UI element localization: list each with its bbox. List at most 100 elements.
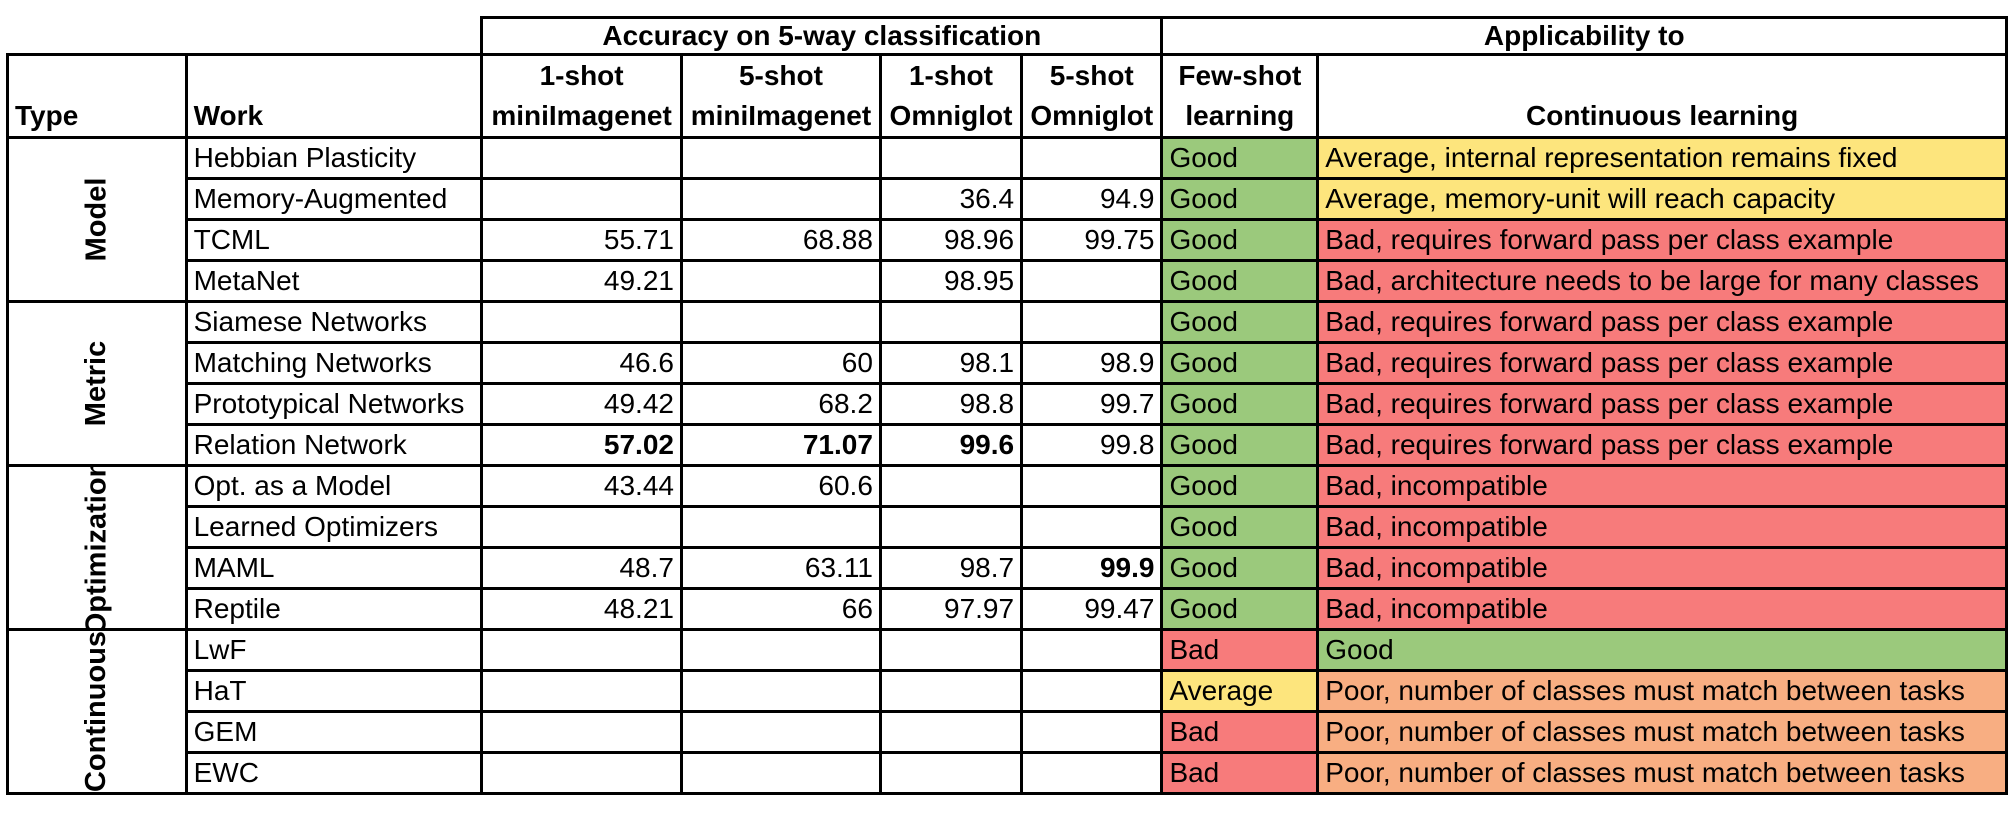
table-row: Memory-Augmented 36.4 94.9 Good Average, mem… [8,177,2008,221]
work-cell: LwF [184,628,484,672]
comparison-table: Accuracy on 5-way classification Applica… [6,16,2008,795]
few-shot-rating-cell: Good [1160,259,1320,303]
type-header: Type [6,53,188,139]
few-shot-header: Few-shot learning [1160,53,1320,139]
few-shot-rating-cell: Good [1160,382,1320,426]
work-cell: TCML [184,218,484,262]
work-cell: Hebbian Plasticity [184,136,484,180]
few-shot-rating-cell: Bad [1160,751,1320,795]
accuracy-cell [878,136,1024,180]
continuous-rating-cell: Average, internal representation remains… [1316,136,2008,180]
type-label: Model [80,177,113,262]
header-line: miniImagenet [690,100,872,131]
few-shot-rating-cell: Good [1160,300,1320,344]
table-row: Model Hebbian Plasticity Good Average, inte… [6,136,2008,303]
continuous-rating-cell: Bad, requires forward pass per class exa… [1316,300,2008,344]
few-shot-rating-cell: Good [1160,423,1320,467]
continuous-rating-cell: Bad, requires forward pass per class exa… [1316,218,2008,262]
continuous-learning-header: Continuous learning [1316,53,2008,139]
accuracy-cell: 98.8 [878,382,1024,426]
header-line: miniImagenet [491,100,672,131]
few-shot-rating-cell: Good [1160,341,1320,385]
few-shot-rating-cell: Good [1160,136,1320,180]
few-shot-rating-cell: Good [1160,546,1320,590]
work-cell: Relation Network [184,423,484,467]
continuous-rating-cell: Bad, requires forward pass per class exa… [1316,341,2008,385]
continuous-rating-cell: Poor, number of classes must match betwe… [1316,669,2008,713]
group-header-row: Accuracy on 5-way classification Applica… [7,16,2008,56]
accuracy-cell: 97.97 [878,587,1024,631]
continuous-rating-cell: Bad, incompatible [1316,505,2008,549]
accuracy-cell: 43.44 [480,464,683,508]
accuracy-cell [679,505,882,549]
header-line: 5-shot [738,60,823,91]
work-cell: Memory-Augmented [184,177,484,221]
table-row: Relation Network 57.02 71.07 99.6 99.8 Good Ba… [8,423,2008,467]
work-cell: Opt. as a Model [184,464,484,508]
accuracy-cell [878,464,1024,508]
table-row: MetaNet 49.21 98.95 Good Bad, architecture n… [8,259,2008,303]
accuracy-cell [1020,300,1164,344]
continuous-rating-cell: Bad, architecture needs to be large for … [1316,259,2008,303]
accuracy-cell [480,669,683,713]
type-cell: Model [6,136,188,303]
accuracy-cell [679,136,882,180]
few-shot-rating-cell: Good [1160,505,1320,549]
accuracy-cell: 99.9 [1020,546,1164,590]
column-header-row: Type Work 1-shot miniImagenet 5-shot miniI… [6,53,2008,139]
col-5shot-omniglot-header: 5-shot Omniglot [1020,53,1164,139]
accuracy-cell [1020,464,1164,508]
accuracy-cell [878,505,1024,549]
continuous-rating-cell: Poor, number of classes must match betwe… [1316,710,2008,754]
accuracy-cell [878,710,1024,754]
accuracy-cell [679,710,882,754]
accuracy-cell: 94.9 [1020,177,1164,221]
accuracy-cell [878,300,1024,344]
accuracy-cell: 60.6 [679,464,882,508]
accuracy-cell: 49.21 [480,259,683,303]
accuracy-cell: 99.47 [1020,587,1164,631]
continuous-rating-cell: Average, memory-unit will reach capacity [1316,177,2008,221]
accuracy-group-header: Accuracy on 5-way classification [480,16,1164,56]
accuracy-cell: 99.8 [1020,423,1164,467]
accuracy-cell [480,505,683,549]
accuracy-cell: 36.4 [878,177,1024,221]
accuracy-cell [679,628,882,672]
col-1shot-omniglot-header: 1-shot Omniglot [878,53,1024,139]
accuracy-cell: 98.95 [878,259,1024,303]
accuracy-cell [480,628,683,672]
work-header: Work [184,53,484,139]
accuracy-cell [480,177,683,221]
header-spacer [7,17,482,56]
accuracy-cell: 99.6 [878,423,1024,467]
accuracy-cell: 63.11 [679,546,882,590]
table-row: Reptile 48.21 66 97.97 99.47 Good Bad, incompa… [8,587,2008,631]
type-label: Metric [80,340,113,427]
work-cell: Siamese Networks [184,300,484,344]
header-line: 1-shot [908,60,993,91]
table-row: Learned Optimizers Good Bad, incompatible [8,505,2008,549]
header-line: Few-shot [1178,60,1302,91]
few-shot-rating-cell: Good [1160,464,1320,508]
continuous-rating-cell: Bad, incompatible [1316,587,2008,631]
accuracy-cell: 71.07 [679,423,882,467]
accuracy-cell [679,669,882,713]
continuous-rating-cell: Bad, incompatible [1316,464,2008,508]
accuracy-cell [1020,259,1164,303]
table-row: TCML 55.71 68.88 98.96 99.75 Good Bad, require… [8,218,2008,262]
accuracy-cell: 99.75 [1020,218,1164,262]
accuracy-cell [480,300,683,344]
continuous-rating-cell: Poor, number of classes must match betwe… [1316,751,2008,795]
work-cell: MAML [184,546,484,590]
accuracy-cell [878,751,1024,795]
few-shot-rating-cell: Bad [1160,628,1320,672]
work-cell: MetaNet [184,259,484,303]
accuracy-cell: 99.7 [1020,382,1164,426]
header-line: Continuous learning [1526,100,1799,131]
accuracy-cell: 98.1 [878,341,1024,385]
accuracy-cell [1020,669,1164,713]
accuracy-cell: 98.96 [878,218,1024,262]
accuracy-cell [878,628,1024,672]
accuracy-cell [679,751,882,795]
work-cell: EWC [184,751,484,795]
